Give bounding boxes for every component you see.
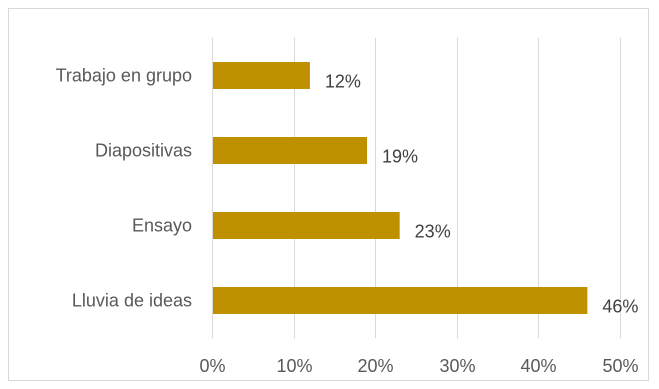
data-label: 12% (325, 72, 361, 92)
category-label: Lluvia de ideas (72, 291, 192, 311)
bar (213, 287, 588, 314)
category-label: Ensayo (132, 216, 192, 236)
x-tick-label: 0% (199, 356, 225, 376)
bar (213, 212, 400, 239)
data-label: 46% (602, 297, 638, 317)
category-label: Trabajo en grupo (56, 66, 192, 86)
category-label: Diapositivas (95, 141, 192, 161)
labels: 0% 10% 20% 30% 40% 50% Trabajo en grupo 12% Diap… (56, 66, 639, 377)
data-label: 19% (382, 147, 418, 167)
x-tick-label: 50% (602, 356, 638, 376)
x-tick-label: 30% (439, 356, 475, 376)
x-tick-label: 20% (357, 356, 393, 376)
chart-border (8, 8, 649, 381)
bar (213, 62, 310, 89)
x-tick-label: 40% (520, 356, 556, 376)
bar (213, 137, 368, 164)
bars (213, 62, 588, 314)
x-tick-label: 10% (276, 356, 312, 376)
data-label: 23% (415, 222, 451, 242)
